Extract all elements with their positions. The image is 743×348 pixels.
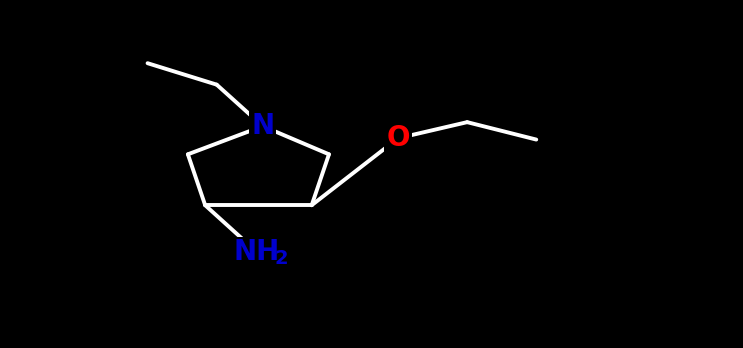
Text: O: O [386,124,410,152]
Text: 2: 2 [274,249,288,268]
Text: N: N [251,112,274,140]
Text: NH: NH [234,238,280,266]
